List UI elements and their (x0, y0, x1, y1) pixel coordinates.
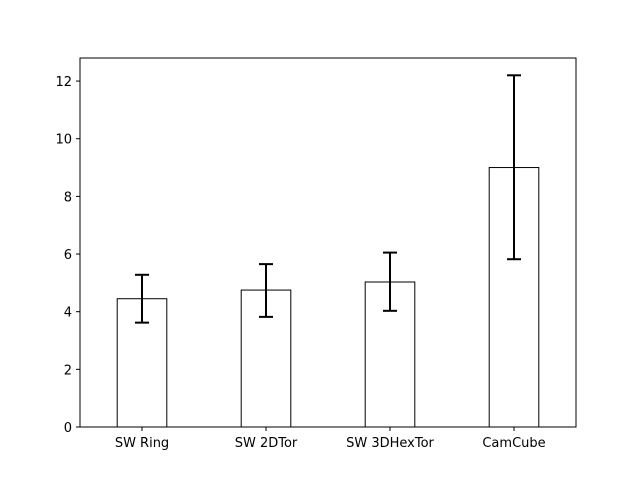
x-tick-label: CamCube (482, 436, 545, 451)
y-tick-label: 8 (64, 190, 72, 205)
y-tick-label: 2 (64, 363, 72, 378)
y-tick-label: 0 (64, 421, 72, 436)
plot-frame (79, 57, 577, 428)
y-tick-label: 12 (55, 75, 72, 90)
x-axis: SW Ring SW 2DTor SW 3DHexTor CamCube (115, 427, 546, 451)
y-axis: 0 2 4 6 8 10 12 (55, 75, 80, 436)
error-bars (135, 74, 521, 324)
y-tick-label: 6 (64, 248, 72, 263)
y-tick-label: 4 (64, 306, 72, 321)
x-tick-label: SW 3DHexTor (346, 436, 434, 451)
x-tick-label: SW Ring (115, 436, 169, 451)
x-tick-label: SW 2DTor (235, 436, 298, 451)
y-tick-label: 10 (55, 133, 72, 148)
